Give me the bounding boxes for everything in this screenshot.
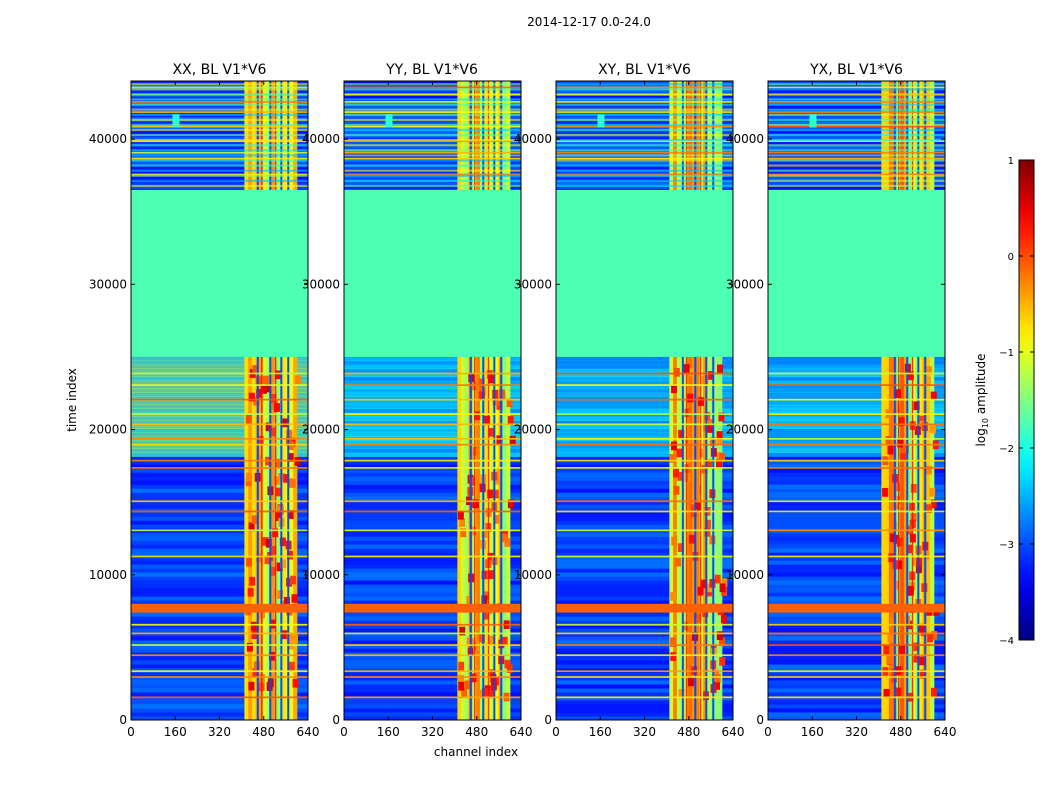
y-tick-label: 20000 <box>726 423 764 437</box>
y-tick-label: 10000 <box>514 568 552 582</box>
y-tick-label: 0 <box>544 713 552 727</box>
x-tick-label: 480 <box>465 725 488 739</box>
panel-yx: YX, BL V1*V6 0 160 320 480 640 0 10000 20000 300… <box>726 62 957 739</box>
x-tick-label: 160 <box>377 725 400 739</box>
y-tick-label: 0 <box>332 713 340 727</box>
x-tick-label: 480 <box>889 725 912 739</box>
panel-title: XX, BL V1*V6 <box>173 62 267 78</box>
y-axis-label: time index <box>65 368 79 432</box>
y-tick-label: 10000 <box>89 568 127 582</box>
colorbar-tick-label: 1 <box>1008 156 1014 167</box>
flagged-region <box>131 189 308 357</box>
source-blob <box>385 114 393 128</box>
strong-rfi-band <box>344 603 521 613</box>
x-tick-label: 320 <box>421 725 444 739</box>
y-tick-label: 40000 <box>726 132 764 146</box>
panel-title: XY, BL V1*V6 <box>598 62 691 78</box>
y-tick-label: 30000 <box>514 277 552 291</box>
figure-suptitle: 2014-12-17 0.0-24.0 <box>527 15 651 29</box>
colorbar-tick-label: −1 <box>999 348 1014 359</box>
y-tick-label: 20000 <box>302 423 340 437</box>
colorbar-tick-label: 0 <box>1008 252 1014 263</box>
source-blob <box>809 114 817 128</box>
panel-title: YX, BL V1*V6 <box>809 62 903 78</box>
colorbar-tick-label: −3 <box>999 540 1014 551</box>
x-tick-label: 160 <box>801 725 824 739</box>
x-tick-label: 0 <box>552 725 560 739</box>
waterfall-image <box>768 81 945 720</box>
x-tick-label: 0 <box>127 725 135 739</box>
x-tick-label: 0 <box>764 725 772 739</box>
panel-xy: XY, BL V1*V6 0 160 320 480 640 0 10000 20000 300… <box>514 62 745 739</box>
panel-xx: XX, BL V1*V6 0 160 320 480 640 0 10000 20000 300… <box>89 62 320 739</box>
flagged-region <box>768 189 945 357</box>
y-tick-label: 40000 <box>514 132 552 146</box>
y-tick-label: 10000 <box>726 568 764 582</box>
strong-rfi-band <box>131 603 308 613</box>
waterfall-image <box>556 81 733 720</box>
x-tick-label: 160 <box>164 725 187 739</box>
y-tick-label: 0 <box>756 713 764 727</box>
y-tick-label: 40000 <box>302 132 340 146</box>
x-tick-label: 640 <box>510 725 533 739</box>
colorbar-gradient <box>1018 159 1035 641</box>
x-tick-label: 640 <box>722 725 745 739</box>
y-tick-label: 20000 <box>514 423 552 437</box>
x-tick-label: 320 <box>845 725 868 739</box>
source-blob <box>172 114 180 128</box>
y-tick-label: 0 <box>119 713 127 727</box>
strong-rfi-band <box>768 603 945 613</box>
colorbar-label: log10 amplitude <box>974 354 990 447</box>
y-tick-label: 40000 <box>89 132 127 146</box>
x-tick-label: 160 <box>589 725 612 739</box>
waterfall-image <box>344 81 521 720</box>
x-axis-label: channel index <box>434 745 518 759</box>
panel-yy: YY, BL V1*V6 0 160 320 480 640 0 10000 20000 300… <box>302 62 533 739</box>
strong-rfi-band <box>556 603 733 613</box>
y-tick-label: 20000 <box>89 423 127 437</box>
colorbar-tick-label: −2 <box>999 444 1014 455</box>
x-tick-label: 0 <box>340 725 348 739</box>
x-tick-label: 480 <box>677 725 700 739</box>
x-tick-label: 640 <box>297 725 320 739</box>
source-blob <box>597 114 605 128</box>
x-tick-label: 480 <box>252 725 275 739</box>
x-tick-label: 320 <box>633 725 656 739</box>
x-tick-label: 320 <box>208 725 231 739</box>
y-tick-label: 30000 <box>302 277 340 291</box>
panel-title: YY, BL V1*V6 <box>385 62 478 78</box>
y-tick-label: 30000 <box>89 277 127 291</box>
flagged-region <box>344 189 521 357</box>
flagged-region <box>556 189 733 357</box>
colorbar: 1 0 −1 −2 −3 −4 <box>999 156 1035 647</box>
y-tick-label: 10000 <box>302 568 340 582</box>
y-tick-label: 30000 <box>726 277 764 291</box>
colorbar-tick-label: −4 <box>999 636 1014 647</box>
waterfall-image <box>131 81 308 720</box>
x-tick-label: 640 <box>934 725 957 739</box>
